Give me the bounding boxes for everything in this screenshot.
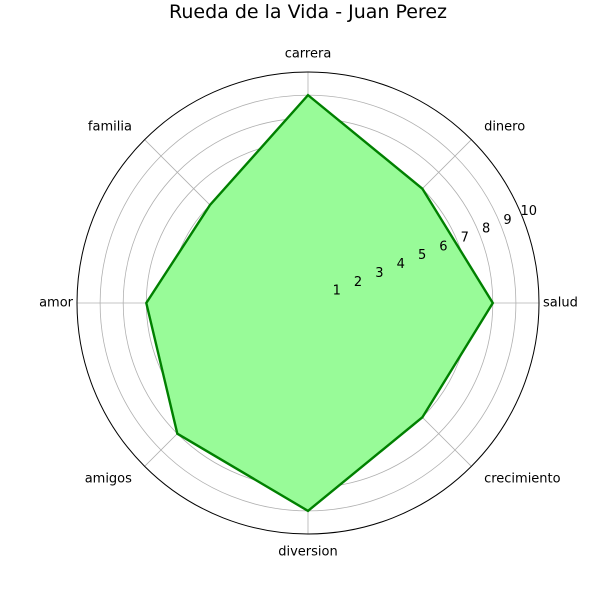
- frame: [76, 71, 540, 535]
- category-label-diversion: diversion: [278, 545, 337, 560]
- r-tick-label: 7: [461, 231, 469, 246]
- r-tick-label: 5: [418, 248, 426, 263]
- chart-title: Rueda de la Vida - Juan Perez: [169, 1, 447, 23]
- r-tick-label: 6: [439, 239, 447, 254]
- r-tick-label: 3: [375, 266, 383, 281]
- category-label-crecimiento: crecimiento: [484, 472, 561, 487]
- category-label-dinero: dinero: [484, 119, 525, 134]
- labels: salud dinero carrera familia amor amigos diver…: [39, 47, 578, 560]
- r-tick-label: 2: [354, 275, 362, 290]
- series-area: [146, 95, 493, 511]
- r-tick-label: 8: [482, 222, 490, 237]
- r-tick-label: 4: [397, 257, 405, 272]
- category-label-familia: familia: [88, 119, 132, 134]
- category-label-carrera: carrera: [285, 47, 332, 62]
- category-label-amor: amor: [39, 296, 74, 311]
- series: [145, 93, 495, 513]
- r-tick-label: 9: [503, 213, 511, 228]
- r-tick-label: 10: [521, 204, 538, 219]
- category-label-amigos: amigos: [85, 472, 132, 487]
- r-tick-label: 1: [333, 284, 341, 299]
- outer-frame: [76, 71, 540, 535]
- category-label-salud: salud: [543, 296, 578, 311]
